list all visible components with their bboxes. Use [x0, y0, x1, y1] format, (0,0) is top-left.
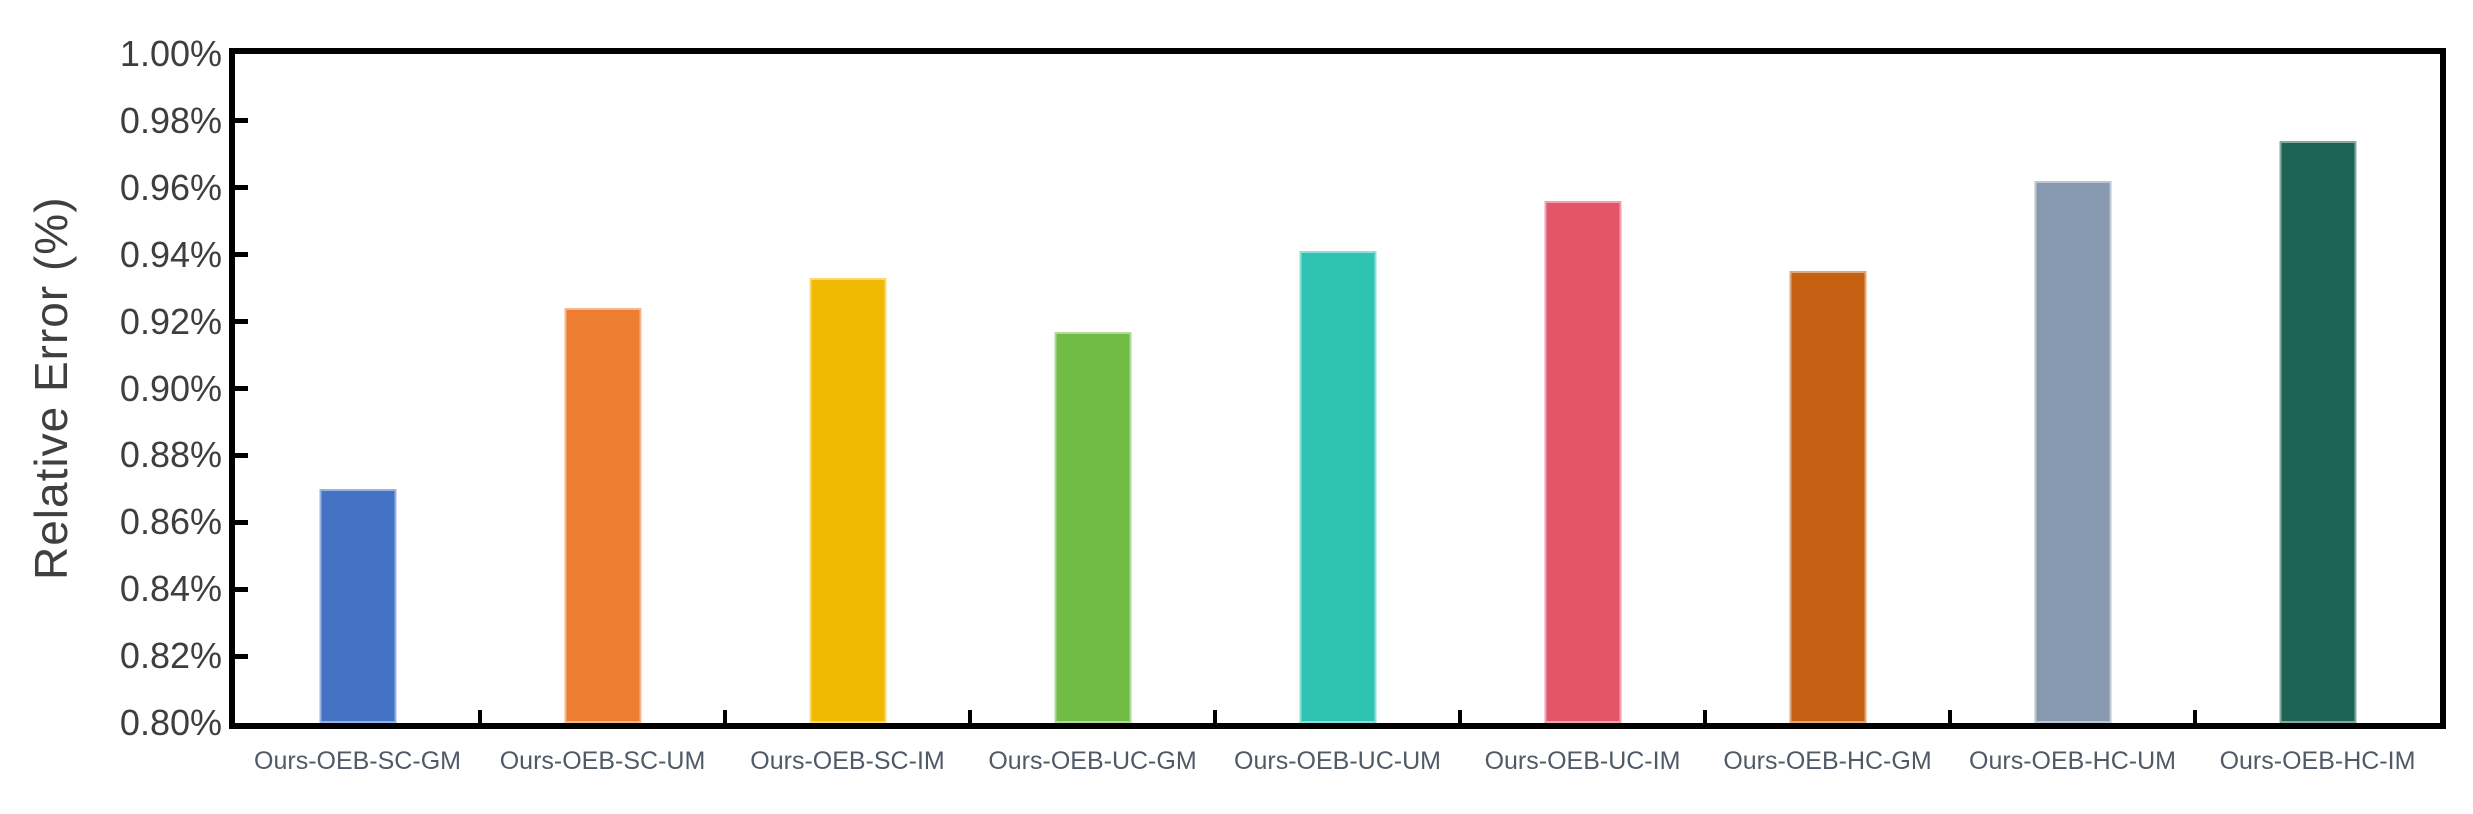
x-tick-mark [967, 710, 972, 723]
y-tick-label: 0.84% [119, 568, 222, 610]
x-category-label: Ours-OEB-UC-IM [1484, 747, 1681, 775]
x-category-label: Ours-OEB-HC-GM [1723, 747, 1932, 775]
x-category-label: Ours-OEB-HC-IM [2219, 747, 2416, 775]
y-tick-mark [235, 653, 248, 659]
y-tick-mark [235, 118, 248, 124]
y-tick-label: 0.86% [119, 501, 222, 543]
x-axis-category-labels: Ours-OEB-SC-GM Ours-OEB-SC-UM Ours-OEB-SC-… [235, 747, 2440, 787]
bar-Ours-OEB-HC-GM [1789, 271, 1866, 723]
y-tick-label: 0.82% [119, 635, 222, 677]
bar-column [1215, 54, 1460, 723]
x-tick-mark [722, 710, 727, 723]
plot-inner [235, 54, 2440, 723]
x-tick-mark [1458, 710, 1462, 723]
y-tick-label: 1.00% [119, 33, 222, 74]
bar-Ours-OEB-SC-GM [319, 488, 396, 723]
x-category-label: Ours-OEB-SC-UM [499, 747, 706, 775]
x-category-label: Ours-OEB-UC-GM [988, 747, 1197, 775]
bar-column [480, 54, 725, 723]
bar-column [1460, 54, 1705, 723]
y-tick-mark [235, 185, 248, 191]
y-tick-mark [235, 319, 248, 325]
bar-column [2195, 54, 2440, 723]
bar-column [235, 54, 480, 723]
bar-Ours-OEB-SC-UM [564, 308, 641, 723]
y-axis-tick-labels: 0.80% 0.82% 0.84% 0.86% 0.88% 0.90% 0.92% 0.94%… [0, 36, 222, 741]
bar-column [970, 54, 1215, 723]
plot-area [229, 48, 2446, 729]
y-tick-label: 0.92% [119, 300, 222, 342]
x-tick-mark [1948, 710, 1952, 723]
y-tick-mark [235, 386, 248, 391]
x-category-label: Ours-OEB-UC-UM [1234, 747, 1441, 775]
y-tick-mark [235, 252, 248, 258]
bar-Ours-OEB-UC-UM [1299, 251, 1376, 723]
y-tick-mark [235, 586, 248, 592]
y-tick-label: 0.98% [119, 99, 222, 141]
bar-column [725, 54, 970, 723]
y-tick-mark [235, 519, 248, 525]
x-tick-mark [1702, 710, 1707, 723]
x-category-label: Ours-OEB-SC-IM [750, 747, 945, 775]
x-category-label: Ours-OEB-HC-UM [1969, 747, 2176, 775]
bar-Ours-OEB-UC-GM [1054, 331, 1131, 723]
x-tick-mark [1212, 710, 1217, 723]
y-tick-label: 0.94% [119, 233, 222, 275]
y-tick-label: 0.96% [119, 166, 222, 208]
x-category-label: Ours-OEB-SC-GM [254, 747, 461, 775]
y-tick-label: 0.88% [119, 434, 222, 476]
bar-Ours-OEB-UC-IM [1544, 201, 1621, 723]
bar-column [1950, 54, 2195, 723]
x-tick-mark [477, 710, 482, 723]
bar-column [1705, 54, 1950, 723]
y-tick-label: 0.80% [119, 702, 222, 743]
y-tick-label: 0.90% [119, 367, 222, 409]
x-tick-mark [2192, 710, 2197, 723]
bar-Ours-OEB-HC-IM [2279, 140, 2356, 723]
y-tick-mark [235, 452, 248, 458]
bar-Ours-OEB-HC-UM [2034, 181, 2111, 723]
bar-Ours-OEB-SC-IM [809, 278, 886, 723]
